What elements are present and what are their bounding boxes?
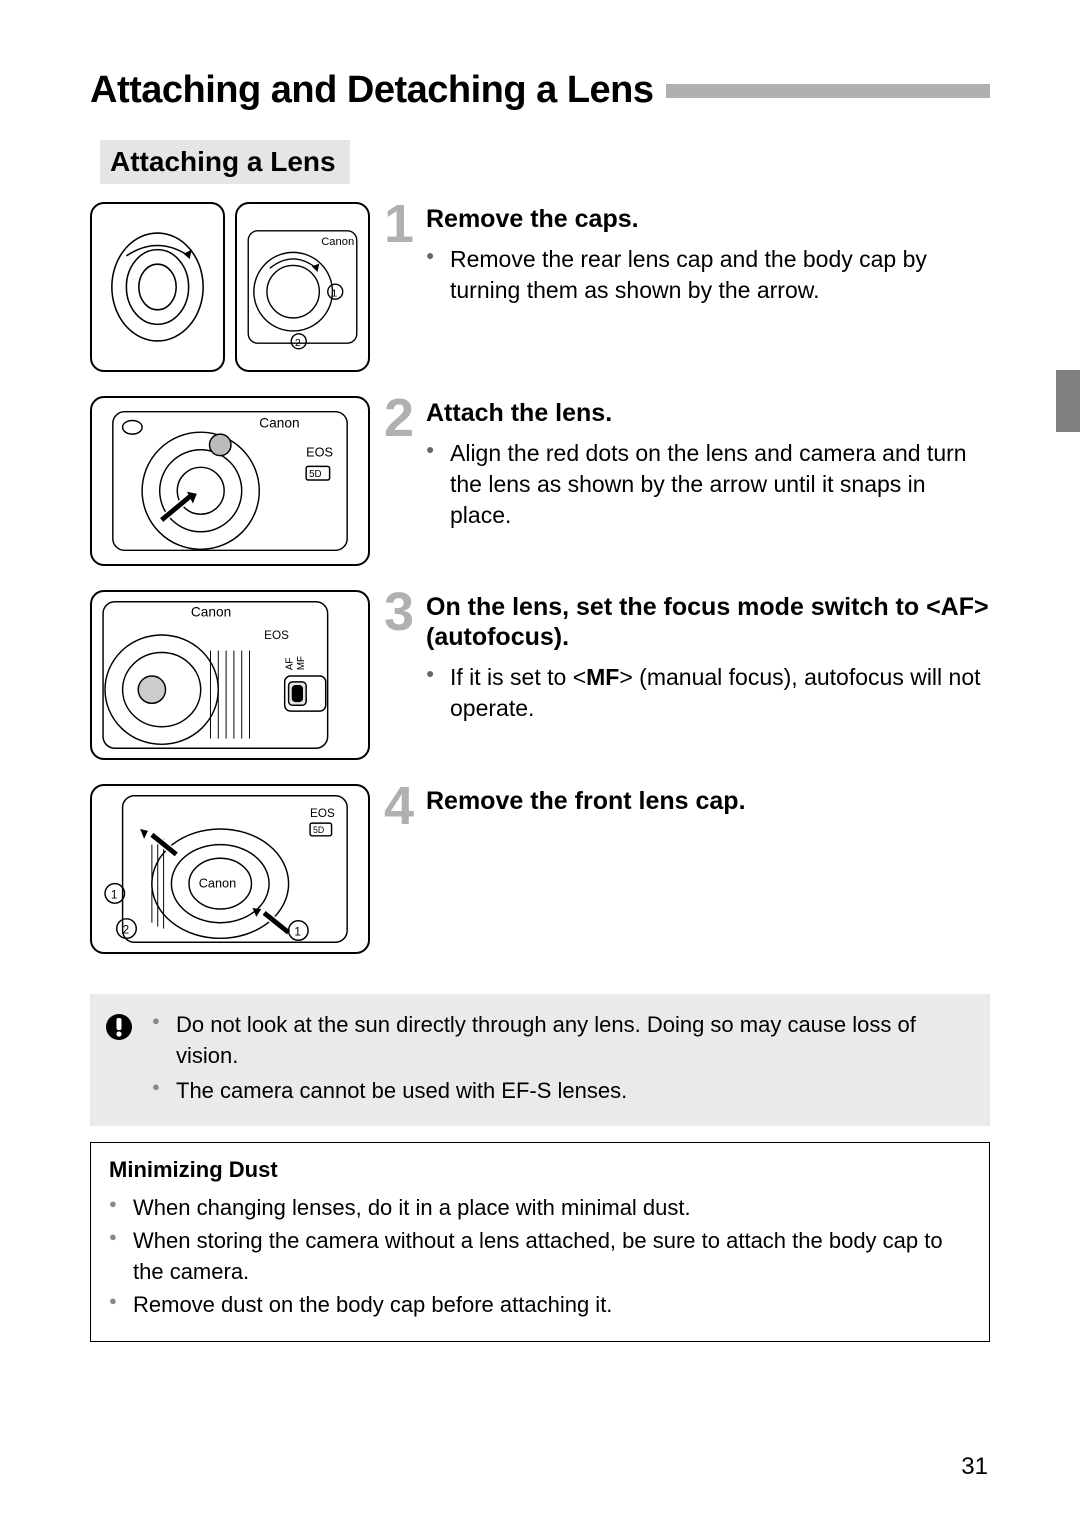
steps-container: Canon 1 2 1 Remove the caps. Remove the [90, 202, 990, 954]
attach-lens-illustration-icon: Canon EOS 5D [92, 398, 368, 564]
svg-text:Canon: Canon [321, 236, 354, 248]
svg-text:EOS: EOS [310, 807, 335, 820]
dust-item: When changing lenses, do it in a place w… [109, 1193, 971, 1224]
dust-list: When changing lenses, do it in a place w… [109, 1193, 971, 1320]
camera-body-cap-illustration-icon: Canon 1 2 [237, 204, 368, 370]
step-2-bullet: Align the red dots on the lens and camer… [426, 438, 990, 531]
dust-box: Minimizing Dust When changing lenses, do… [90, 1142, 990, 1341]
step-3-title: On the lens, set the focus mode switch t… [426, 592, 990, 652]
svg-text:1: 1 [332, 288, 338, 299]
svg-text:Canon: Canon [191, 604, 231, 619]
svg-text:AF: AF [284, 658, 295, 671]
svg-text:2: 2 [123, 923, 130, 936]
caution-item: Do not look at the sun directly through … [152, 1010, 966, 1072]
step-4-illustration: Canon EOS 5D 1 [90, 784, 370, 954]
step-3-bullets: If it is set to <MF> (manual focus), aut… [426, 662, 990, 724]
step-3-illustration: Canon EOS AF MF [90, 590, 370, 760]
lens-cap-illustration-icon [92, 204, 223, 370]
step-1-title: Remove the caps. [426, 204, 990, 234]
caution-box: Do not look at the sun directly through … [90, 994, 990, 1126]
step-1-illustration-right: Canon 1 2 [235, 202, 370, 372]
step-2-number: 2 [384, 396, 418, 442]
step-3-number: 3 [384, 590, 418, 636]
page-title: Attaching and Detaching a Lens [90, 69, 654, 112]
focus-switch-illustration-icon: Canon EOS AF MF [92, 592, 368, 758]
caution-item: The camera cannot be used with EF-S lens… [152, 1076, 966, 1107]
page-number: 31 [961, 1453, 988, 1481]
dust-item: When storing the camera without a lens a… [109, 1226, 971, 1288]
step-1-bullet: Remove the rear lens cap and the body ca… [426, 244, 990, 306]
step-1-illustration: Canon 1 2 [90, 202, 370, 372]
dust-heading: Minimizing Dust [109, 1157, 971, 1183]
step-4-number: 4 [384, 784, 418, 830]
step-1: Canon 1 2 1 Remove the caps. Remove the [90, 202, 990, 372]
step-2-title: Attach the lens. [426, 398, 990, 428]
svg-text:Canon: Canon [199, 877, 236, 891]
svg-text:EOS: EOS [306, 446, 333, 460]
step-1-number: 1 [384, 202, 418, 248]
svg-text:1: 1 [294, 925, 301, 938]
step-3-text: 3 On the lens, set the focus mode switch… [384, 590, 990, 728]
step-1-illustration-left [90, 202, 225, 372]
svg-text:5D: 5D [313, 825, 324, 835]
svg-text:EOS: EOS [264, 629, 289, 642]
svg-text:1: 1 [111, 888, 118, 901]
svg-text:Canon: Canon [259, 415, 299, 430]
dust-item: Remove dust on the body cap before attac… [109, 1290, 971, 1321]
page-title-row: Attaching and Detaching a Lens [90, 69, 990, 112]
title-bar [666, 84, 990, 98]
step-2-bullets: Align the red dots on the lens and camer… [426, 438, 990, 531]
caution-list: Do not look at the sun directly through … [152, 1010, 966, 1110]
step-2-illustration: Canon EOS 5D [90, 396, 370, 566]
step-2: Canon EOS 5D 2 Attach the lens. Align th… [90, 396, 990, 566]
side-tab [1056, 370, 1080, 432]
front-cap-illustration-icon: Canon EOS 5D 1 [92, 786, 368, 952]
svg-text:MF: MF [296, 656, 307, 670]
step-4-title: Remove the front lens cap. [426, 786, 990, 816]
page-content: Attaching and Detaching a Lens Attaching… [0, 0, 1080, 1342]
step-3: Canon EOS AF MF 3 On the lens, set the f… [90, 590, 990, 760]
step-4: Canon EOS 5D 1 [90, 784, 990, 954]
step-1-bullets: Remove the rear lens cap and the body ca… [426, 244, 990, 306]
caution-icon [104, 1012, 134, 1042]
step-2-text: 2 Attach the lens. Align the red dots on… [384, 396, 990, 535]
svg-text:2: 2 [295, 338, 301, 349]
step-4-text: 4 Remove the front lens cap. [384, 784, 990, 830]
section-heading: Attaching a Lens [100, 140, 350, 184]
step-3-bullet: If it is set to <MF> (manual focus), aut… [426, 662, 990, 724]
svg-text:5D: 5D [309, 469, 321, 480]
step-1-text: 1 Remove the caps. Remove the rear lens … [384, 202, 990, 310]
